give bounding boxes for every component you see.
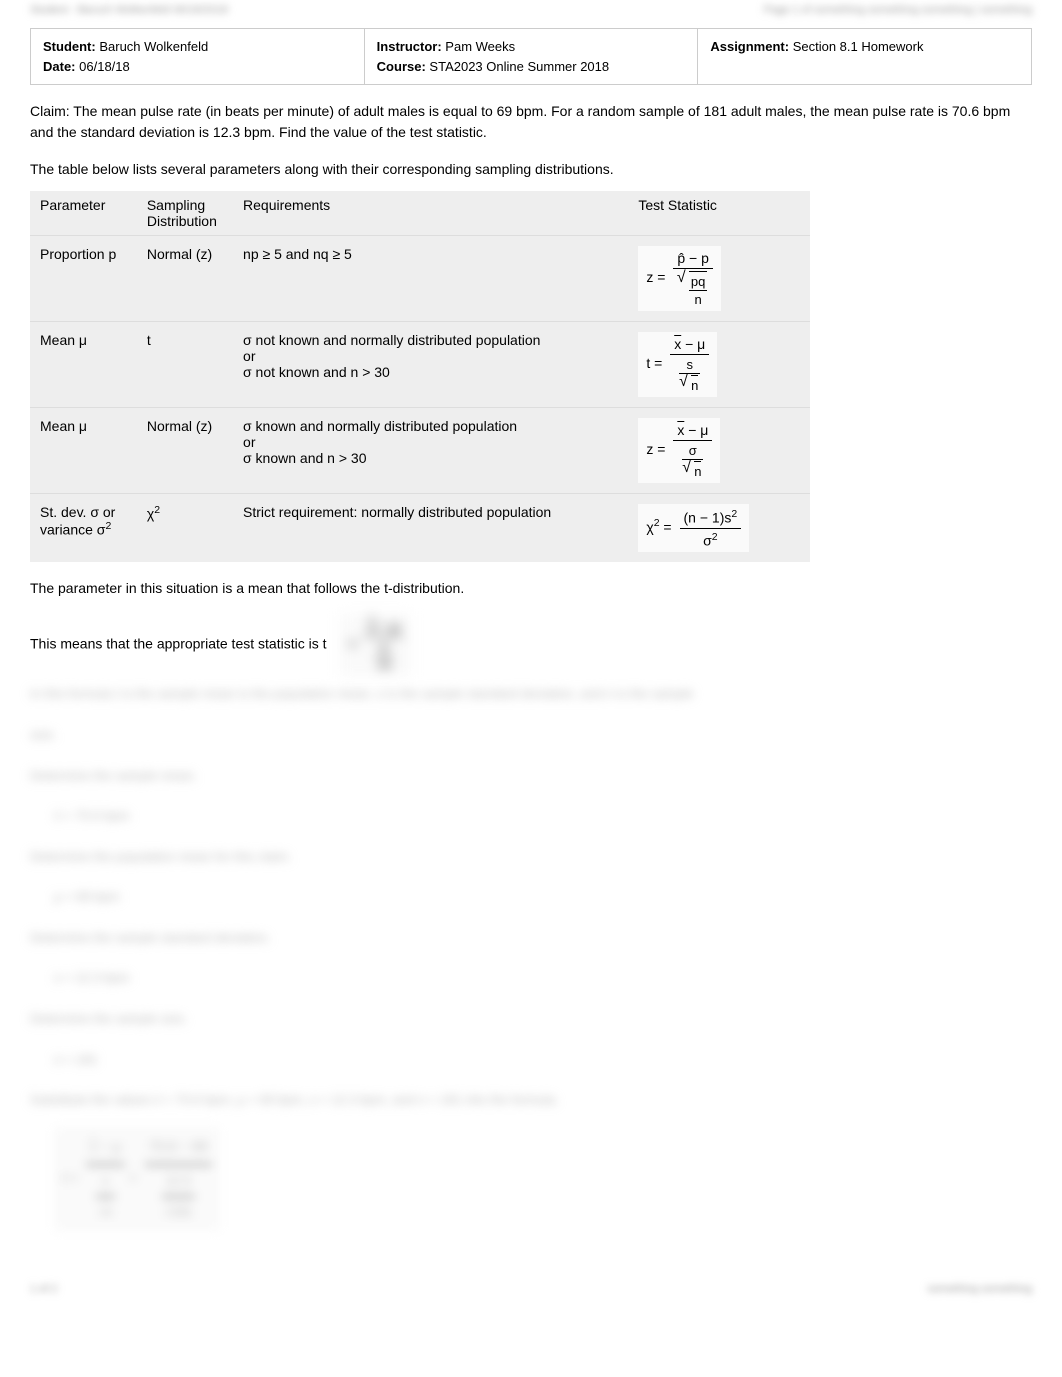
th-distribution: Sampling Distribution <box>137 191 233 236</box>
blur-line: Substitute the values x̄ = 70.6 bpm, μ =… <box>30 1086 1032 1115</box>
blur-line: size. <box>30 721 1032 750</box>
th-parameter: Parameter <box>30 191 137 236</box>
main-content: Claim: The mean pulse rate (in beats per… <box>0 101 1062 1283</box>
appropriate-statistic: This means that the appropriate test sta… <box>30 614 1032 676</box>
header-right-blur: Page 1 of something something something … <box>764 4 1032 20</box>
blur-line: n = 181 <box>30 1046 1032 1075</box>
parameter-table: Parameter Sampling Distribution Requirem… <box>30 191 810 562</box>
table-intro: The table below lists several parameters… <box>30 161 1032 177</box>
footer-left: 1 of 2 <box>30 1283 58 1303</box>
cell-requirements: np ≥ 5 and nq ≥ 5 <box>233 236 628 322</box>
cell-distribution: Normal (z) <box>137 408 233 494</box>
blur-line: s = 12.3 bpm <box>30 964 1032 993</box>
blur-line: In this formula t is the sample mean is … <box>30 680 1032 709</box>
info-cell-student: Student: Baruch Wolkenfeld Date: 06/18/1… <box>31 29 365 84</box>
page-header-blurred: Student - Baruch Wolkenfeld 06/18/2018 P… <box>0 0 1062 24</box>
cell-parameter: Mean μ <box>30 322 137 408</box>
cell-parameter: Proportion p <box>30 236 137 322</box>
blur-line: Determine the population mean for this c… <box>30 843 1032 872</box>
date-label: Date: <box>43 59 76 74</box>
date-value: 06/18/18 <box>79 59 130 74</box>
assignment-label: Assignment: <box>710 39 789 54</box>
instructor-label: Instructor: <box>377 39 442 54</box>
student-value: Baruch Wolkenfeld <box>99 39 208 54</box>
blur-line: Determine the sample standard deviation. <box>30 924 1032 953</box>
cell-statistic: t = x − μsn <box>628 322 810 408</box>
th-requirements: Requirements <box>233 191 628 236</box>
cell-statistic: z = x − μσn <box>628 408 810 494</box>
cell-requirements: σ known and normally distributed populat… <box>233 408 628 494</box>
course-value: STA2023 Online Summer 2018 <box>429 59 609 74</box>
header-left-blur: Student - Baruch Wolkenfeld 06/18/2018 <box>30 4 228 20</box>
blur-line-formula: t = x − μs√n = 70.6 − 6912.3√181 <box>30 1127 1032 1231</box>
blur-line: μ = 69 bpm <box>30 883 1032 912</box>
cell-distribution: Normal (z) <box>137 236 233 322</box>
info-cell-assignment: Assignment: Section 8.1 Homework <box>698 29 1031 84</box>
info-cell-instructor: Instructor: Pam Weeks Course: STA2023 On… <box>365 29 699 84</box>
blurred-formula-inline: = x − μs√n <box>340 614 411 676</box>
cell-distribution: t <box>137 322 233 408</box>
claim-text: Claim: The mean pulse rate (in beats per… <box>30 101 1032 143</box>
blur-line: x̄ = 70.6 bpm <box>30 802 1032 831</box>
blurred-solution-section: In this formula t is the sample mean is … <box>30 680 1032 1283</box>
para2-text: This means that the appropriate test sta… <box>30 636 326 652</box>
cell-parameter: St. dev. σ or variance σ2 <box>30 494 137 563</box>
blur-line: Determine the sample size. <box>30 1005 1032 1034</box>
cell-distribution: χ2 <box>137 494 233 563</box>
table-header-row: Parameter Sampling Distribution Requirem… <box>30 191 810 236</box>
assignment-value: Section 8.1 Homework <box>793 39 924 54</box>
cell-parameter: Mean μ <box>30 408 137 494</box>
instructor-value: Pam Weeks <box>445 39 515 54</box>
parameter-conclusion: The parameter in this situation is a mea… <box>30 580 1032 596</box>
cell-requirements: σ not known and normally distributed pop… <box>233 322 628 408</box>
table-row: Mean μtσ not known and normally distribu… <box>30 322 810 408</box>
student-label: Student: <box>43 39 96 54</box>
table-row: St. dev. σ or variance σ2χ2Strict requir… <box>30 494 810 563</box>
table-row: Proportion pNormal (z)np ≥ 5 and nq ≥ 5z… <box>30 236 810 322</box>
cell-statistic: z = p̂ − ppqn <box>628 236 810 322</box>
info-bar: Student: Baruch Wolkenfeld Date: 06/18/1… <box>30 28 1032 85</box>
th-statistic: Test Statistic <box>628 191 810 236</box>
course-label: Course: <box>377 59 426 74</box>
cell-statistic: χ2 = (n − 1)s2σ2 <box>628 494 810 563</box>
cell-requirements: Strict requirement: normally distributed… <box>233 494 628 563</box>
footer-right: something something <box>927 1283 1032 1303</box>
table-row: Mean μNormal (z)σ known and normally dis… <box>30 408 810 494</box>
page-footer-blurred: 1 of 2 something something <box>0 1283 1062 1303</box>
blur-line: Determine the sample mean. <box>30 762 1032 791</box>
